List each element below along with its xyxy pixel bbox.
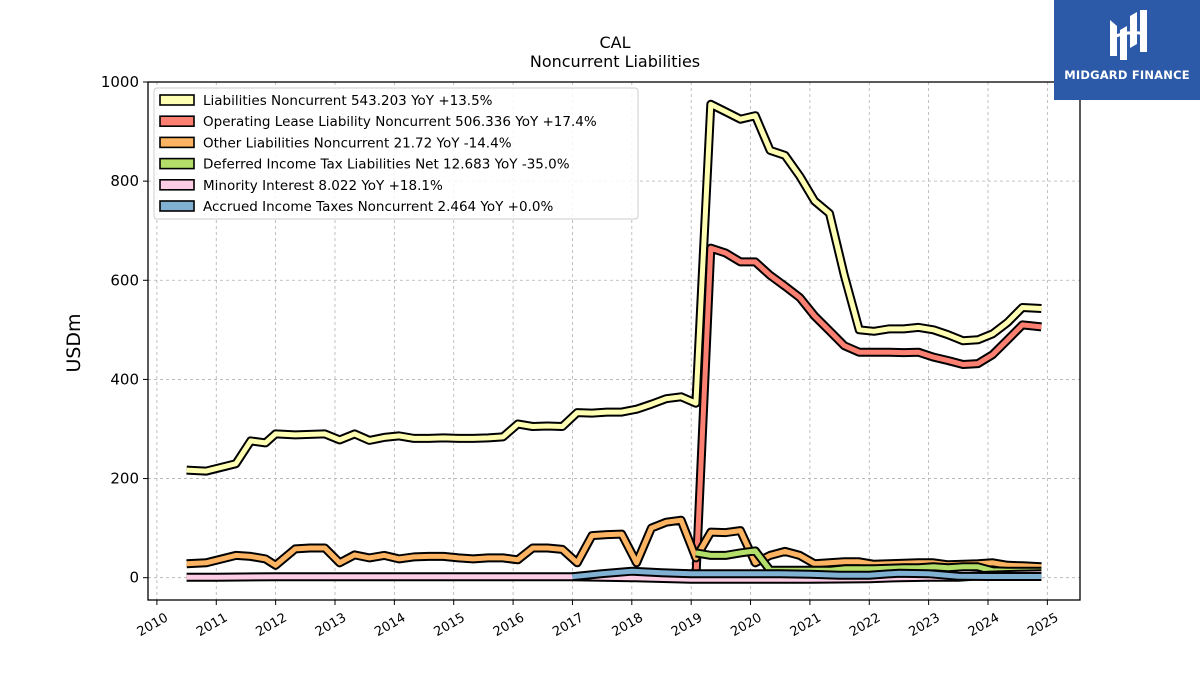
y-tick-label: 400 [110, 370, 139, 388]
y-tick-label: 1000 [101, 73, 139, 91]
x-tick-label: 2013 [313, 610, 349, 640]
legend-frame [153, 87, 639, 220]
x-tick-label: 2021 [788, 610, 824, 640]
series-outline-other-liabilities-noncurrent [186, 515, 1042, 572]
brand-name: MIDGARD FINANCE [1064, 68, 1190, 82]
legend-swatch [159, 115, 195, 127]
legend-swatch [159, 179, 195, 191]
x-tick-label: 2012 [253, 610, 289, 640]
legend-swatch [159, 200, 195, 212]
x-tick-label: 2025 [1025, 610, 1061, 640]
y-tick-label: 0 [129, 569, 139, 587]
chart-subtitle: Noncurrent Liabilities [530, 52, 700, 71]
x-tick-label: 2019 [669, 610, 705, 640]
legend-label: Other Liabilities Noncurrent 21.72 YoY -… [203, 135, 512, 151]
legend-label: Operating Lease Liability Noncurrent 506… [203, 114, 597, 130]
legend-label: Liabilities Noncurrent 543.203 YoY +13.5… [203, 93, 493, 109]
x-tick-label: 2022 [847, 610, 883, 640]
series-outline-operating-lease-liability-noncurrent [691, 243, 1042, 578]
x-tick-label: 2024 [966, 610, 1002, 640]
x-tick-label: 2017 [550, 610, 586, 640]
y-axis-label: USDm [63, 313, 85, 372]
x-tick-label: 2020 [728, 610, 764, 640]
legend-label: Deferred Income Tax Liabilities Net 12.6… [203, 157, 570, 173]
x-tick-label: 2016 [491, 610, 527, 640]
legend-label: Accrued Income Taxes Noncurrent 2.464 Yo… [203, 199, 553, 215]
brand-logo: MIDGARD FINANCE [1054, 0, 1200, 100]
legend-label: Minority Interest 8.022 YoY +18.1% [203, 178, 443, 194]
series-lines [186, 99, 1042, 584]
x-tick-label: 2018 [610, 610, 646, 640]
legend-swatch [159, 136, 195, 149]
series-line-liabilities-noncurrent [186, 101, 1042, 474]
series-line-deferred-income-tax-liabilities-net [695, 548, 1042, 574]
legend: Liabilities Noncurrent 543.203 YoY +13.5… [153, 87, 639, 220]
y-tick-label: 600 [110, 271, 139, 289]
x-tick-label: 2023 [906, 610, 942, 640]
y-tick-label: 200 [110, 470, 139, 488]
plot-frame [147, 81, 1081, 601]
series-line-accrued-income-taxes-noncurrent [572, 568, 1042, 580]
x-tick-label: 2011 [194, 610, 230, 640]
x-tick-label: 2010 [135, 610, 171, 640]
series-line-operating-lease-liability-noncurrent [693, 245, 1042, 578]
brand-mark-icon [1110, 10, 1147, 60]
legend-swatch [159, 157, 195, 170]
x-tick-label: 2015 [432, 610, 468, 640]
chart-title: CAL [599, 33, 630, 52]
x-tick-label: 2014 [372, 610, 408, 640]
legend-swatch [159, 94, 195, 106]
y-tick-label: 800 [110, 172, 139, 190]
